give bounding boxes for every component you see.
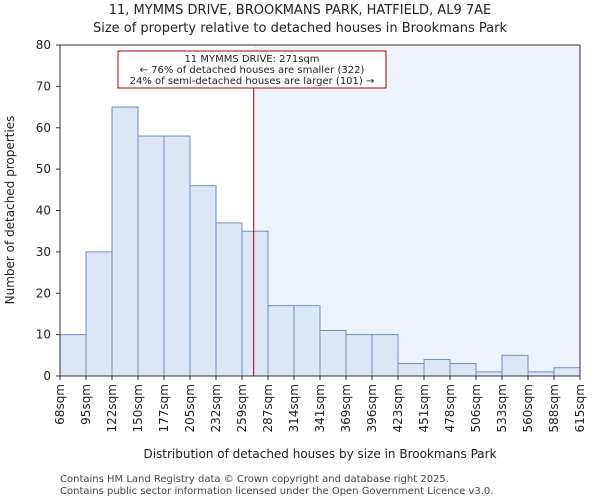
y-tick-label: 40 [36,204,51,218]
x-axis-label: Distribution of detached houses by size … [143,447,496,461]
y-tick-label: 20 [36,286,51,300]
chart-title: 11, MYMMS DRIVE, BROOKMANS PARK, HATFIEL… [108,3,492,18]
x-tick-label: 205sqm [183,384,197,432]
x-tick-label: 177sqm [157,384,171,432]
histogram-bar [371,334,399,377]
histogram-bar [423,358,451,377]
histogram-bar [267,305,295,377]
footer-line-1: Contains HM Land Registry data © Crown c… [60,474,449,485]
x-tick-label: 615sqm [573,384,587,432]
y-tick-label: 50 [36,162,51,176]
y-axis-label: Number of detached properties [3,116,17,305]
x-tick-label: 150sqm [131,384,145,432]
histogram-bar [111,106,139,377]
y-tick-label: 70 [36,79,51,93]
histogram-bar [397,363,425,377]
footer-line-2: Contains public sector information licen… [60,486,494,497]
y-tick-label: 60 [36,121,51,135]
annotation-box [117,50,387,89]
histogram-bar [553,367,581,377]
x-tick-label: 396sqm [365,384,379,432]
x-tick-label: 314sqm [287,384,301,432]
histogram-bar [345,334,373,377]
histogram-bar [449,363,477,377]
x-tick-label: 533sqm [495,384,509,432]
histogram-bar [319,329,347,377]
annotation-line: ← 76% of detached houses are smaller (32… [140,65,365,76]
histogram-bar [293,305,321,377]
histogram-bar [215,222,243,377]
histogram-bar [475,371,503,377]
chart-subtitle: Size of property relative to detached ho… [92,21,508,36]
x-tick-label: 560sqm [521,384,535,432]
x-tick-label: 287sqm [261,384,275,432]
y-tick-label: 0 [43,369,51,383]
histogram-bar [59,334,87,377]
annotation-line: 24% of semi-detached houses are larger (… [130,76,375,87]
x-tick-label: 506sqm [469,384,483,432]
x-tick-label: 423sqm [391,384,405,432]
y-tick-label: 80 [36,38,51,52]
histogram-bar [163,135,191,377]
x-tick-label: 451sqm [417,384,431,432]
histogram-bar [241,230,269,377]
histogram-bar [137,135,165,377]
x-tick-label: 95sqm [79,384,93,425]
x-tick-label: 232sqm [209,384,223,432]
x-tick-label: 341sqm [313,384,327,432]
y-tick-label: 30 [36,245,51,259]
y-tick-label: 10 [36,328,51,342]
histogram-bar [527,371,555,377]
x-tick-label: 369sqm [339,384,353,432]
x-tick-label: 122sqm [105,384,119,432]
histogram-bar [189,185,217,377]
histogram-bar [501,354,529,377]
annotation-line: 11 MYMMS DRIVE: 271sqm [184,54,319,65]
x-tick-label: 68sqm [53,384,67,425]
x-tick-label: 588sqm [547,384,561,432]
histogram-bar [85,251,113,377]
x-tick-label: 478sqm [443,384,457,432]
x-tick-label: 259sqm [235,384,249,432]
